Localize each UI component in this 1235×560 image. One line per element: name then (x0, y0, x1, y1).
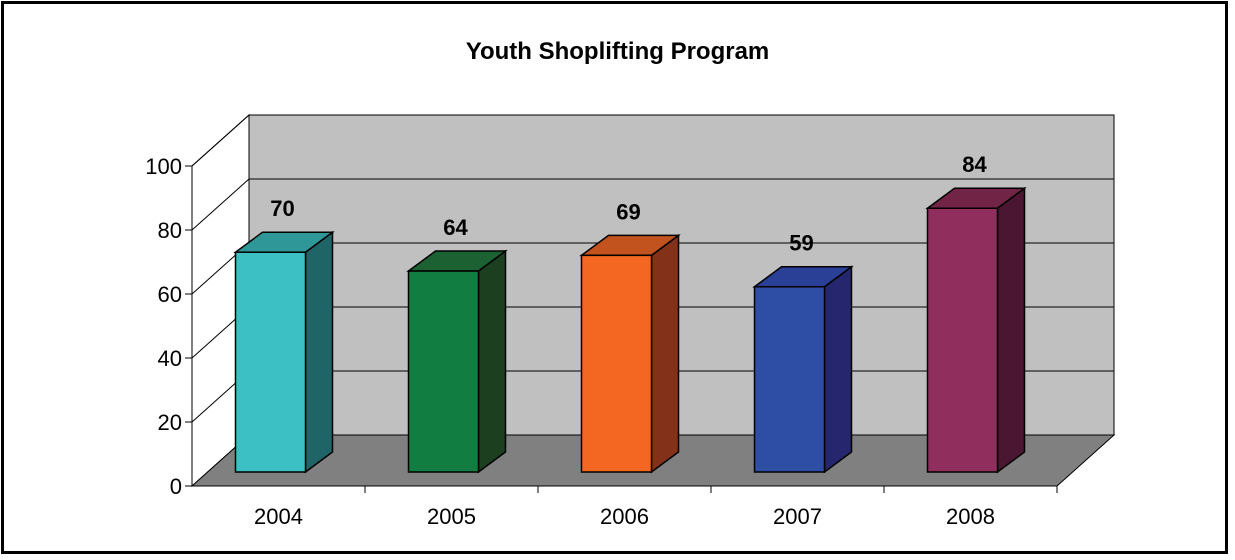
data-label: 59 (789, 231, 813, 256)
y-tick-label: 100 (145, 154, 182, 179)
bars (233, 186, 1027, 474)
bar-2006 (579, 233, 681, 474)
bar-2008 (925, 186, 1027, 474)
chart-title: Youth Shoplifting Program (465, 38, 770, 65)
bar-2005 (406, 249, 508, 474)
x-tick-label: 2008 (946, 504, 995, 529)
chart-plot: 0 20 40 60 80 100 70 2004 64 2005 69 2006 59 2007 84 2… (145, 113, 1116, 529)
bar-front (580, 254, 653, 473)
data-label: 69 (616, 199, 640, 224)
y-tick-label: 40 (158, 346, 182, 371)
bar-side (477, 249, 507, 474)
y-tick-label: 60 (158, 282, 182, 307)
bar-side (650, 233, 680, 474)
bar-side (996, 186, 1026, 474)
bar-side (823, 265, 853, 474)
x-tick-label: 2005 (427, 504, 476, 529)
x-tick-label: 2007 (773, 504, 822, 529)
bar-front (926, 207, 999, 473)
gridline (191, 114, 1114, 167)
labels: 70 2004 64 2005 69 2006 59 2007 84 2008 (254, 152, 995, 529)
y-tick-label: 20 (158, 410, 182, 435)
y-tick-label: 0 (170, 474, 182, 499)
x-tick-label: 2006 (600, 504, 649, 529)
bar-front (234, 251, 307, 473)
bar-2007 (752, 265, 854, 474)
x-tick-label: 2004 (254, 504, 303, 529)
axes: 0 20 40 60 80 100 (145, 154, 1058, 499)
y-tick-label: 80 (158, 218, 182, 243)
bar-front (407, 270, 480, 473)
bar-2004 (233, 230, 335, 474)
data-label: 84 (962, 152, 987, 177)
data-label: 64 (443, 215, 468, 240)
data-label: 70 (270, 196, 294, 221)
bar-side (304, 230, 334, 474)
gridline (191, 178, 1114, 231)
bar-front (753, 285, 826, 473)
